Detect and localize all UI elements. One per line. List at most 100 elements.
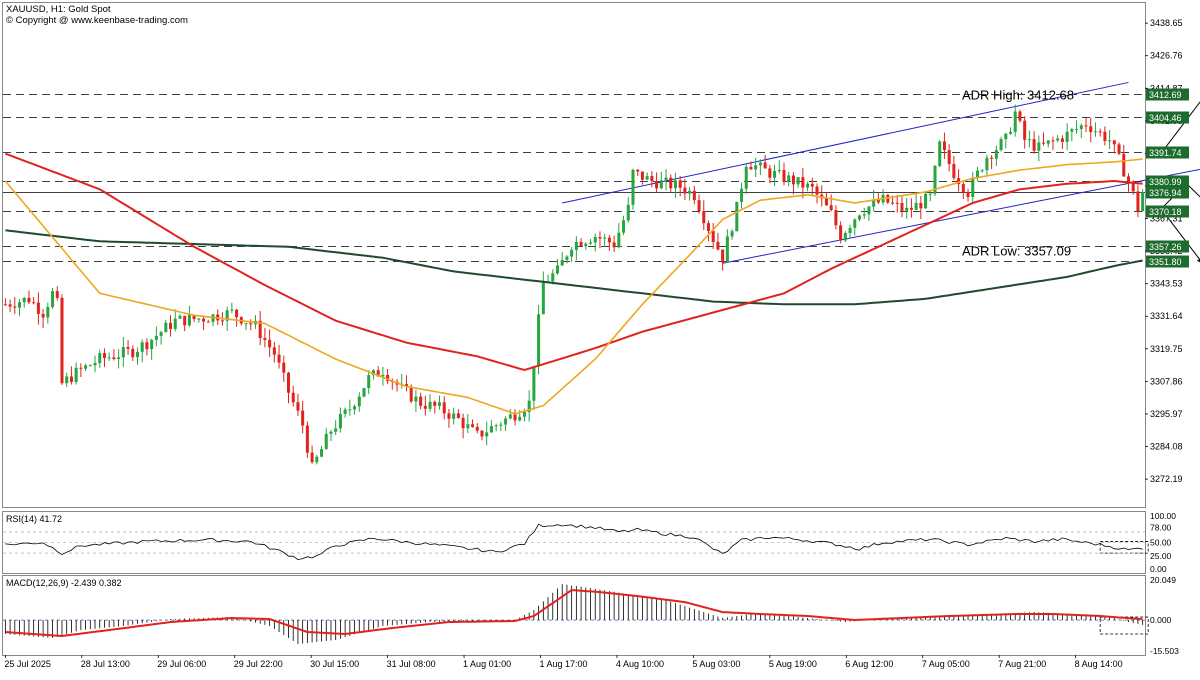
- candle-body: [853, 219, 857, 228]
- y-tick-label-11: 3307.86: [1150, 376, 1183, 386]
- candle-body: [225, 310, 229, 321]
- candle-body: [631, 169, 635, 205]
- candle-body: [1075, 128, 1079, 130]
- candle-body: [187, 315, 191, 326]
- candle-body: [1037, 142, 1041, 151]
- candle-body: [98, 353, 102, 363]
- candle-body: [622, 220, 626, 233]
- candle-body: [626, 204, 630, 221]
- candle-body: [376, 370, 380, 377]
- candle-body: [263, 338, 267, 340]
- candle-body: [607, 237, 611, 243]
- candle-body: [320, 449, 324, 457]
- candle-body: [173, 318, 177, 329]
- candle-body: [145, 342, 149, 350]
- x-tick-label-3: 29 Jul 22:00: [234, 659, 283, 669]
- candle-body: [310, 452, 314, 463]
- candle-body: [291, 392, 295, 403]
- candle-body: [872, 200, 876, 207]
- candle-body: [532, 366, 536, 401]
- candle-body: [442, 402, 446, 414]
- candle-body: [589, 242, 593, 244]
- candle-body: [36, 302, 40, 314]
- candle-body: [1046, 140, 1050, 144]
- candle-body: [952, 164, 956, 179]
- candle-body: [1065, 131, 1069, 142]
- level-label-7: 3351.80: [1149, 257, 1182, 267]
- x-tick-label-12: 7 Aug 05:00: [922, 659, 970, 669]
- adr-high-label: ADR High: 3412.68: [962, 87, 1074, 102]
- candle-body: [598, 236, 602, 239]
- candle-body: [711, 230, 715, 242]
- candle-body: [669, 177, 673, 189]
- level-label-bg-7: [1146, 255, 1189, 268]
- x-tick-label-2: 29 Jul 06:00: [157, 659, 206, 669]
- candle-body: [749, 166, 753, 170]
- candle-body: [258, 320, 262, 339]
- candle-body: [93, 362, 97, 366]
- macd-panel-frame: [2, 575, 1146, 656]
- candle-body: [961, 184, 965, 193]
- macd-signal-line: [5, 589, 1143, 638]
- candle-body: [773, 171, 777, 178]
- level-label-0: 3412.69: [1149, 90, 1182, 100]
- candle-body: [1008, 131, 1013, 134]
- candle-body: [121, 347, 125, 358]
- level-label-6: 3357.26: [1149, 242, 1182, 252]
- candle-body: [706, 223, 711, 231]
- candle-body: [985, 157, 989, 171]
- candle-body: [117, 357, 121, 360]
- candle-body: [334, 428, 338, 432]
- candle-body: [135, 351, 140, 358]
- candle-body: [456, 413, 460, 418]
- candle-body: [178, 315, 182, 319]
- candle-body: [1084, 125, 1088, 127]
- candle-body: [1004, 133, 1008, 140]
- candle-body: [65, 376, 69, 384]
- level-label-4: 3376.94: [1149, 188, 1182, 198]
- candle-body: [1042, 142, 1046, 144]
- candle-body: [272, 347, 276, 355]
- candle-body: [84, 365, 88, 369]
- price-panel-frame: [2, 2, 1146, 508]
- candle-body: [725, 236, 729, 263]
- ma-slow-line: [5, 229, 1143, 306]
- candle-body: [829, 205, 833, 211]
- candle-body: [494, 425, 498, 427]
- candle-body: [475, 426, 479, 431]
- candle-body: [664, 177, 668, 181]
- candle-body: [862, 214, 866, 216]
- candle-body: [1089, 126, 1093, 133]
- y-tick-label-0: 3438.65: [1150, 18, 1183, 28]
- candle-body: [452, 413, 456, 419]
- rsi-tick-label-4: 0.00: [1150, 564, 1167, 574]
- candle-body: [574, 241, 578, 250]
- candle-body: [857, 215, 862, 220]
- candle-body: [791, 175, 795, 185]
- y-tick-label-1: 3426.76: [1150, 51, 1183, 61]
- candle-body: [423, 405, 427, 409]
- candle-body: [843, 233, 847, 241]
- x-tick-label-0: 25 Jul 2025: [4, 659, 51, 669]
- y-tick-label-13: 3284.08: [1150, 442, 1183, 452]
- candle-body: [131, 348, 135, 358]
- candle-body: [692, 190, 696, 201]
- candle-body: [55, 291, 59, 298]
- candle-body: [79, 367, 83, 369]
- candle-body: [909, 207, 913, 210]
- candle-body: [499, 424, 503, 426]
- rsi-tick-label-1: 78.00: [1150, 523, 1172, 533]
- candle-body: [192, 315, 196, 319]
- candle-body: [650, 176, 654, 182]
- candle-body: [1079, 125, 1083, 129]
- candle-body: [22, 297, 26, 303]
- candle-body: [999, 139, 1003, 151]
- candle-body: [994, 150, 998, 159]
- candle-body: [678, 180, 682, 188]
- candle-body: [787, 175, 791, 183]
- level-label-5: 3370.18: [1149, 207, 1182, 217]
- candle-body: [938, 141, 942, 166]
- candle-body: [461, 417, 465, 429]
- x-tick-label-5: 31 Jul 08:00: [387, 659, 436, 669]
- candle-body: [362, 388, 366, 397]
